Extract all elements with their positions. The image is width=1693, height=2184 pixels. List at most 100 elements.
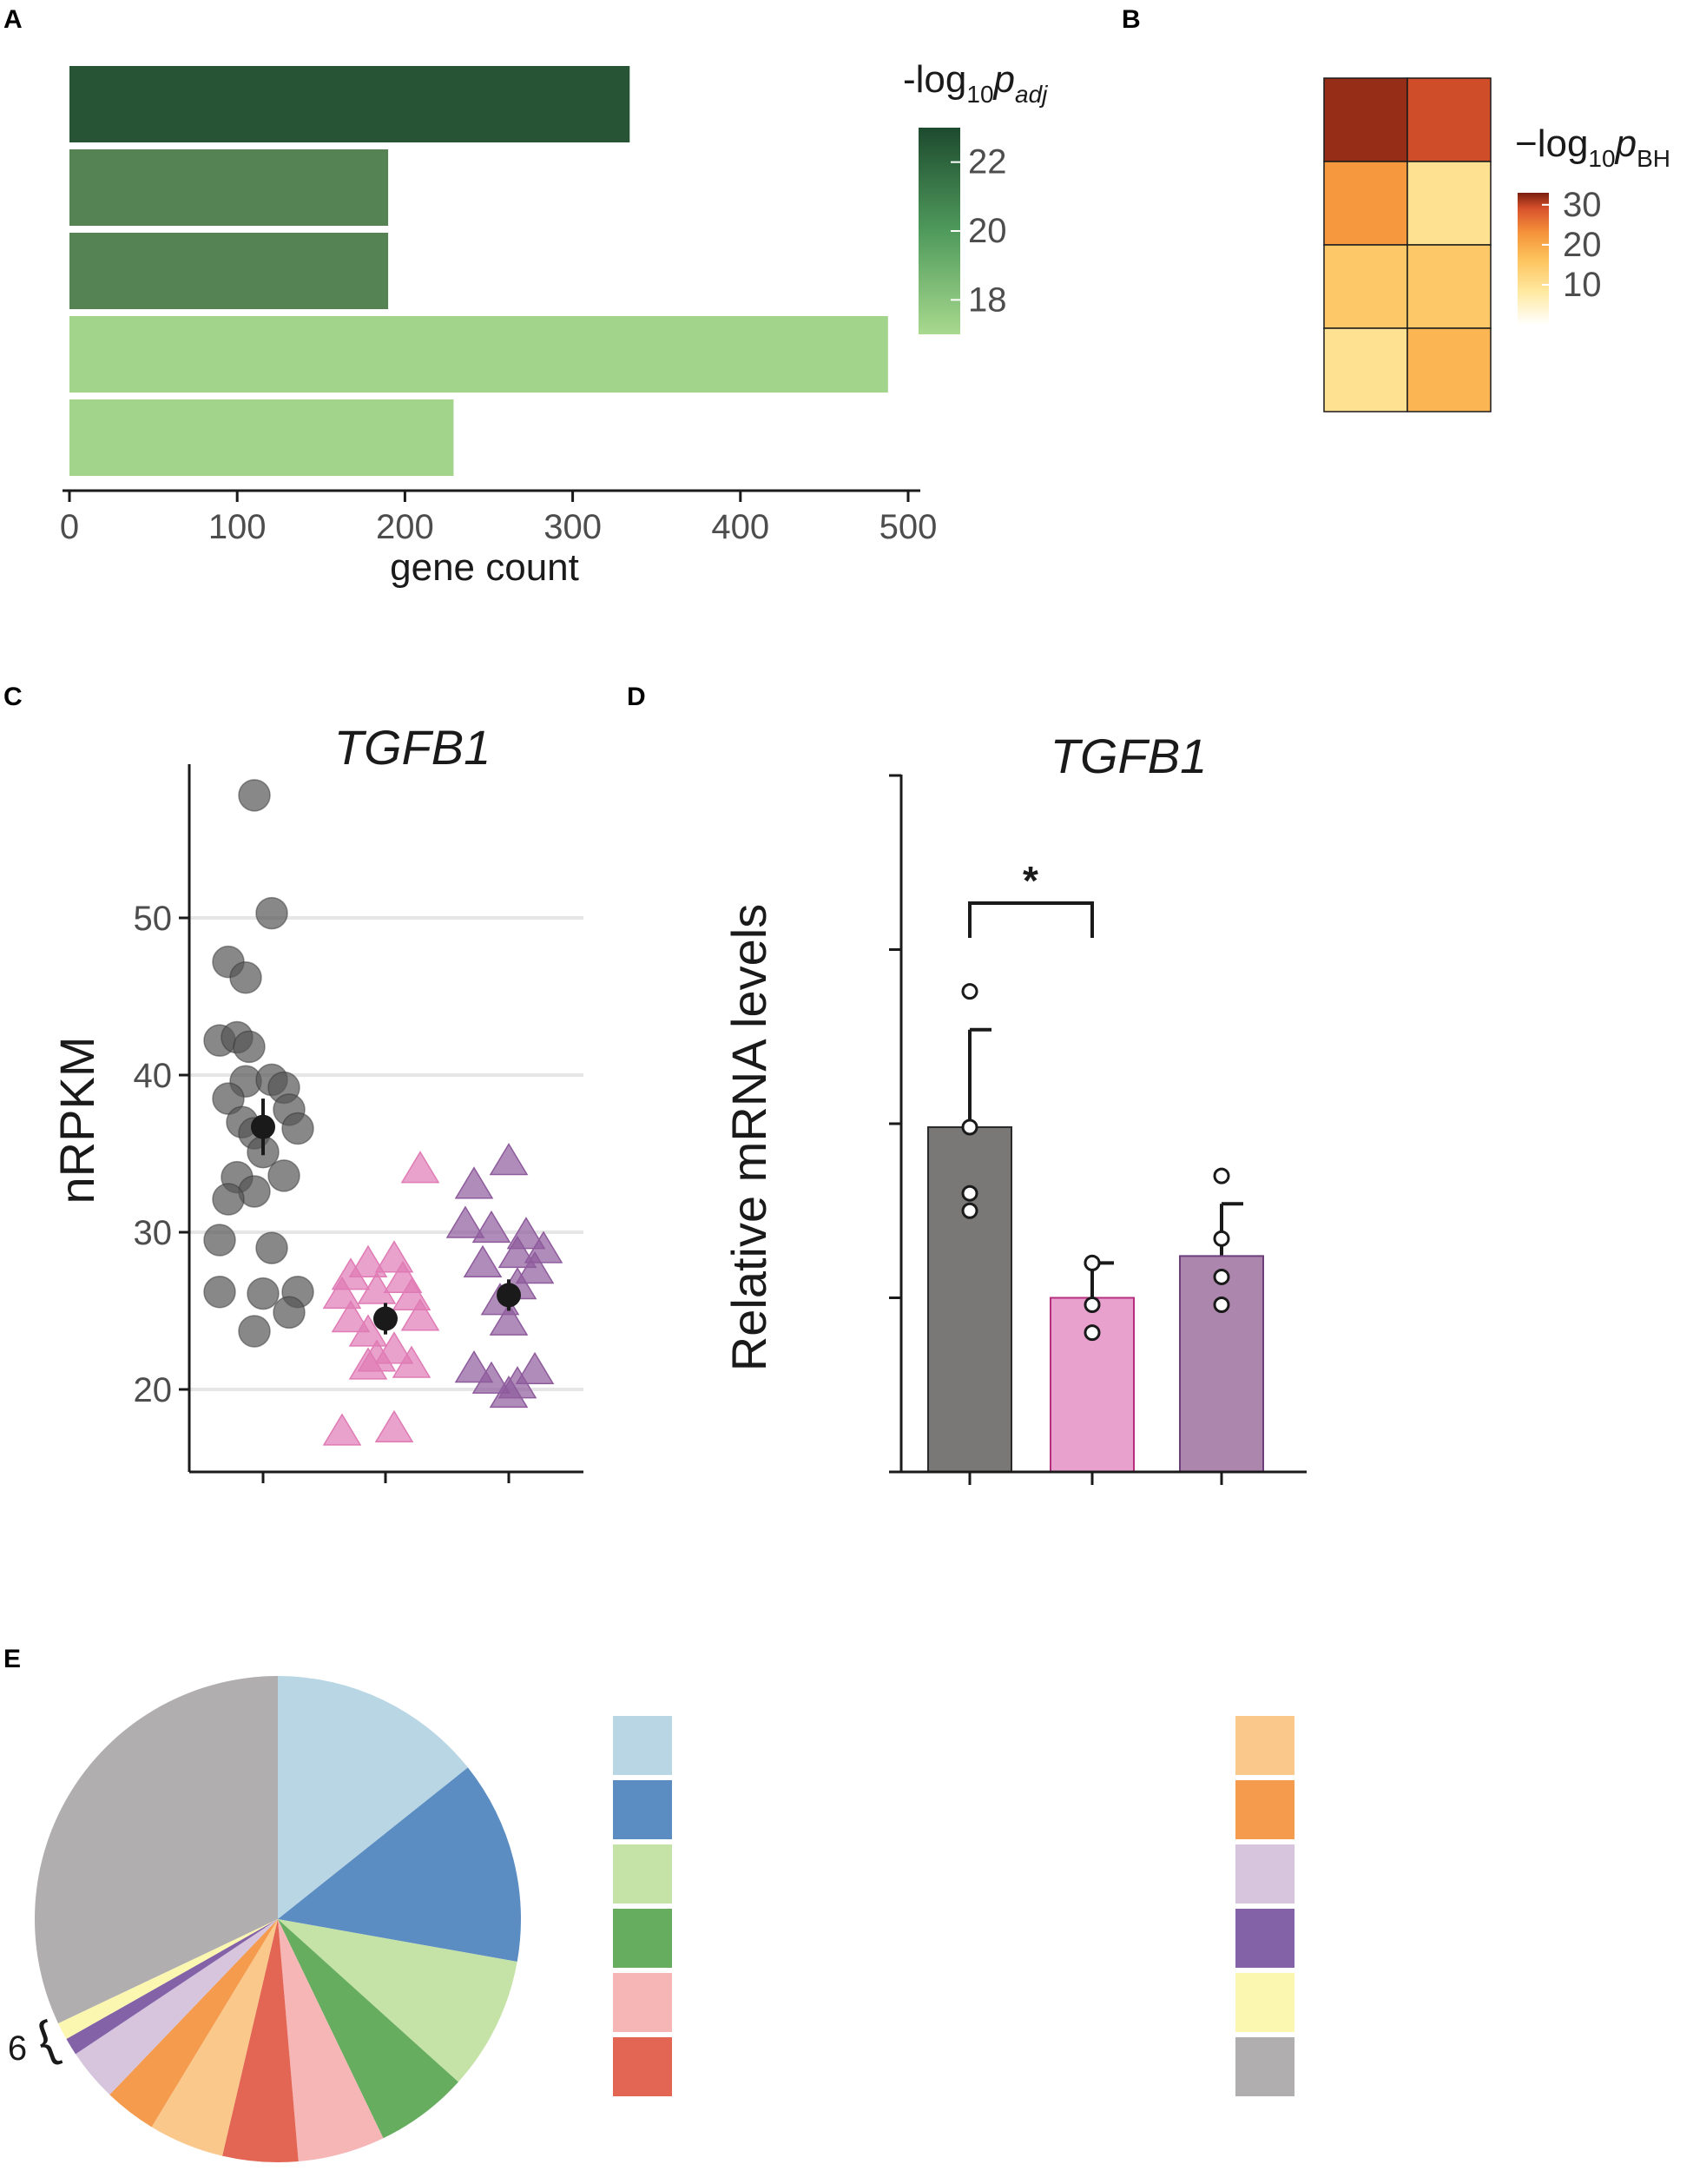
colorbar-title-sub: 10 [966,81,993,108]
bar [69,233,389,309]
significance-bracket [968,901,1094,938]
legend-swatch [611,1907,674,1970]
colorbar-title-prefix: −log [1515,122,1588,165]
data-point [400,1298,440,1331]
legend-swatch [1234,1843,1296,1905]
data-point [374,1240,414,1273]
legend-swatch [1234,2036,1296,2098]
data-point [267,1159,300,1192]
pie-slice [109,1919,279,2128]
data-point [247,1277,280,1310]
data-point [357,1271,397,1304]
panel-a-xlabel: gene count [390,546,579,589]
legend-swatch [611,1714,674,1777]
data-point [489,1143,529,1176]
y-tick-label: 50 [134,900,173,938]
panel-c-scatter: 20 30 40 50 TGFB1 nRPKM [49,720,583,1483]
y-tick-label: 30 [134,1214,173,1252]
pie-slice [76,1919,278,2095]
bar [69,316,888,393]
panel-a-colorbar-title: -log10padj [903,58,1048,108]
heatmap-cell [1406,327,1492,412]
data-point [961,1184,978,1202]
panel-d-ylabel: Relative mRNA levels [721,904,776,1371]
y-tick-label: 20 [134,1371,173,1409]
data-point [463,1244,503,1277]
pie-slice [66,1919,278,2055]
mean-point [497,1283,521,1308]
bar [1050,1297,1135,1473]
data-point [322,1276,362,1310]
colorbar-title-sub: 10 [1588,145,1615,172]
pie-slice [278,1919,458,2139]
heatmap-cell [1406,244,1492,329]
data-point [489,1303,529,1336]
x-tick-label: 300 [543,508,602,546]
legend-swatch [1234,1778,1296,1841]
panel-letter-a: A [3,5,23,34]
colorbar-tick-label: 20 [1563,226,1602,264]
panel-d-bar-chart: * TGFB1 Relative mRNA levels [721,729,1307,1485]
bar [1179,1255,1264,1473]
data-point [255,1231,288,1264]
panel-c-title: TGFB1 [334,720,491,775]
legend-swatch [1234,1714,1296,1777]
colorbar-title-var: p [1614,122,1637,165]
heatmap-cell [1323,244,1408,329]
data-point [1084,1254,1101,1271]
colorbar-title-var-sub: adj [1015,81,1048,108]
legend-swatch [611,1778,674,1841]
data-point [238,779,271,812]
mean-point [251,1114,275,1139]
panel-letter-e: E [3,1645,21,1673]
data-point [348,1314,388,1347]
heatmap-cell [1323,327,1408,412]
x-tick-label: 0 [60,508,79,546]
colorbar-tick-label: 20 [968,212,1007,250]
panel-a-go-bar-chart: 0 100 200 300 400 500 gene count -log10padj 2… [60,58,1048,589]
bar [927,1126,1012,1473]
legend-swatch [1234,1907,1296,1970]
data-point [331,1300,371,1333]
data-point [203,1224,236,1257]
panel-letter-d: D [627,683,646,711]
y-tick-label: 40 [134,1057,173,1095]
heatmap-cell [1323,161,1408,246]
panel-e-grouped-label: 6 { [8,2010,64,2069]
mean-point [373,1306,398,1331]
data-point [233,1030,266,1064]
pie-slice [34,1676,279,2023]
colorbar-title-var-sub: BH [1637,145,1670,172]
x-tick-label: 100 [208,508,267,546]
data-point [471,1210,511,1244]
data-point [229,961,262,994]
pie-slice [57,1919,279,2040]
pie-slice [222,1919,299,2162]
data-point [392,1345,431,1378]
pie-slice [278,1676,468,1919]
panel-b-colorbar-gradient [1518,193,1549,325]
legend-swatch [1234,1971,1296,2034]
heatmap-cell [1406,161,1492,246]
data-point [322,1413,362,1446]
x-tick-label: 200 [376,508,434,546]
colorbar-title-var: p [992,58,1015,101]
panel-c-ylabel: nRPKM [49,1037,104,1204]
data-point [238,1315,271,1348]
data-point [374,1409,414,1442]
panel-d-title: TGFB1 [1051,729,1207,783]
data-point [1213,1297,1230,1314]
data-point [515,1351,555,1385]
x-tick-label: 400 [711,508,769,546]
data-point [471,1361,511,1394]
colorbar-tick-label: 22 [968,143,1007,181]
data-point [445,1205,485,1238]
data-point [961,1118,978,1136]
x-tick-label: 500 [879,508,938,546]
data-point [1213,1268,1230,1285]
data-point [400,1151,440,1184]
panel-e-pie-chart: 6 { [8,1676,1296,2162]
bar [69,149,389,226]
